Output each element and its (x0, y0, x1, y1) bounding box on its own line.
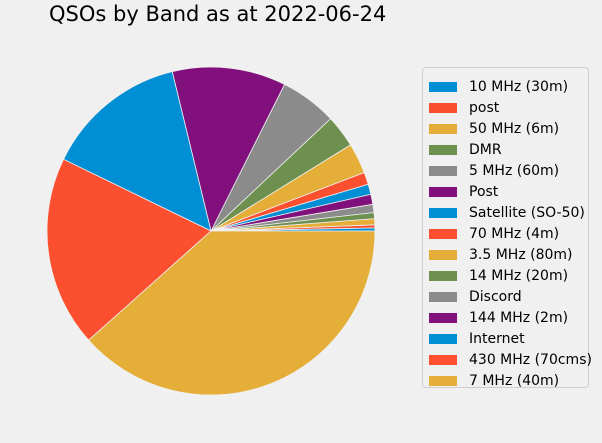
legend-swatch (429, 228, 457, 239)
legend-label: 14 MHz (20m) (469, 267, 569, 284)
legend-swatch (429, 165, 457, 176)
legend-swatch (429, 333, 457, 344)
legend-label: 3.5 MHz (80m) (469, 246, 573, 263)
legend-item: 430 MHz (70cms) (429, 349, 592, 370)
legend-swatch (429, 270, 457, 281)
legend-label: 430 MHz (70cms) (469, 351, 592, 368)
legend-swatch (429, 207, 457, 218)
legend-swatch (429, 354, 457, 365)
legend-label: 144 MHz (2m) (469, 309, 569, 326)
legend-label: post (469, 99, 500, 116)
legend-item: DMR (429, 139, 588, 160)
pie-slice-13 (46, 158, 212, 341)
legend-item: Discord (429, 286, 588, 307)
legend-swatch (429, 291, 457, 302)
legend-label: 10 MHz (30m) (469, 78, 569, 95)
legend-label: 70 MHz (4m) (469, 225, 560, 242)
legend-swatch (429, 102, 457, 113)
legend-item: 7 MHz (40m) (429, 370, 588, 391)
legend-item: 5 MHz (60m) (429, 160, 588, 181)
legend-label: 50 MHz (6m) (469, 120, 560, 137)
legend-swatch (429, 249, 457, 260)
legend-label: Discord (469, 288, 522, 305)
pie-slice-11 (171, 66, 285, 232)
legend-swatch (429, 375, 457, 386)
legend-swatch (429, 81, 457, 92)
legend-swatch (429, 186, 457, 197)
legend-swatch (429, 123, 457, 134)
legend-swatch (429, 144, 457, 155)
legend-item: post (429, 97, 588, 118)
chart-title: QSOs by Band as at 2022-06-24 (49, 2, 387, 26)
legend-item: 70 MHz (4m) (429, 223, 588, 244)
pie-slice-14 (88, 230, 376, 396)
pie-slice-12 (63, 71, 212, 232)
legend-item: 50 MHz (6m) (429, 118, 588, 139)
legend-label: Satellite (SO-50) (469, 204, 585, 221)
legend: 10 MHz (30m) post 50 MHz (6m) DMR 5 MHz (60m… (422, 67, 592, 391)
legend-item: Internet (429, 328, 588, 349)
legend-item: 14 MHz (20m) (429, 265, 588, 286)
legend-item: 10 MHz (30m) (429, 76, 588, 97)
legend-label: DMR (469, 141, 502, 158)
legend-item: Satellite (SO-50) (429, 202, 588, 223)
legend-label: 7 MHz (40m) (469, 372, 560, 389)
legend-item: Post (429, 181, 588, 202)
legend-swatch (429, 312, 457, 323)
legend-item: 144 MHz (2m) (429, 307, 588, 328)
legend-label: 5 MHz (60m) (469, 162, 560, 179)
legend-item: 3.5 MHz (80m) (429, 244, 588, 265)
legend-label: Internet (469, 330, 525, 347)
legend-label: Post (469, 183, 499, 200)
